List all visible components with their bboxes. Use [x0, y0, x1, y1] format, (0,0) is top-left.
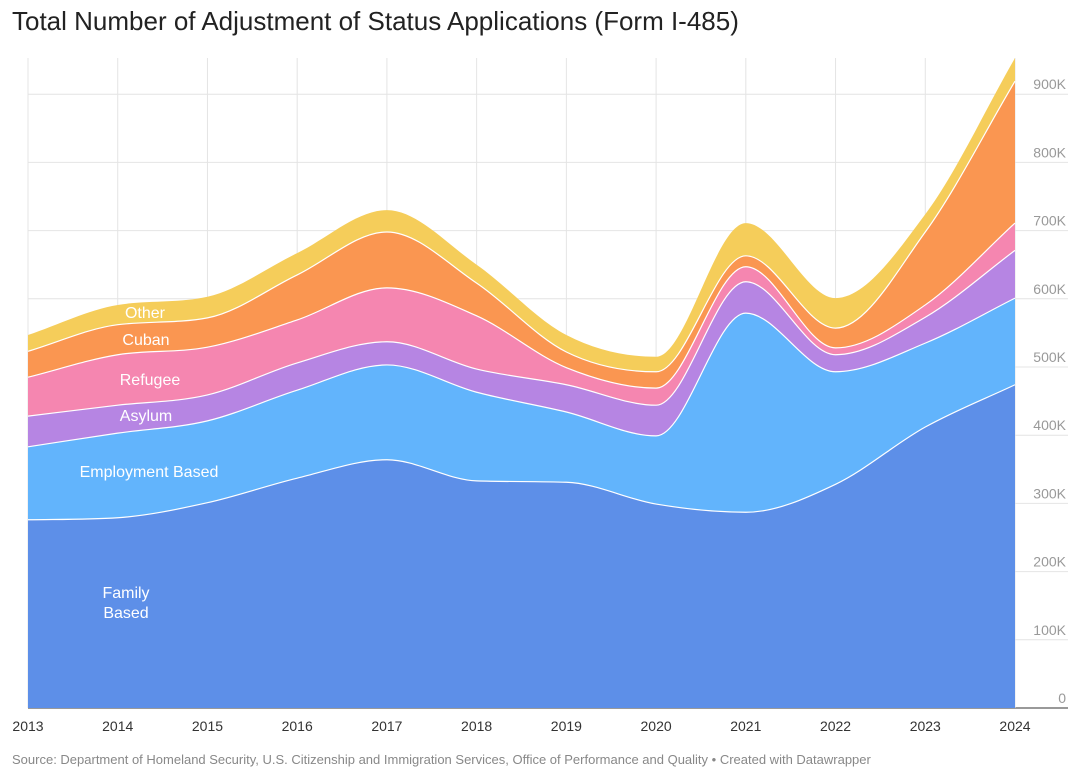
- x-tick-label: 2019: [551, 718, 582, 734]
- y-tick-label: 800K: [1033, 144, 1066, 160]
- series-boundary-line: [27, 297, 1016, 448]
- x-tick-label: 2023: [910, 718, 941, 734]
- area-cuban: [28, 81, 1015, 389]
- series-boundary-line: [27, 384, 1016, 521]
- series-boundary-line: [27, 222, 1016, 389]
- x-tick-label: 2014: [102, 718, 133, 734]
- series-label-line: Cuban: [122, 332, 169, 349]
- y-tick-label: 0: [1058, 690, 1066, 706]
- series-labels: Family Based Employment Based Asylum Refugee…: [80, 305, 219, 622]
- series-label-line: Based: [103, 605, 148, 622]
- y-tick-label: 100K: [1033, 622, 1066, 638]
- series-label-line: Other: [125, 305, 166, 322]
- y-tick-label: 400K: [1033, 417, 1066, 433]
- series-label-asylum: Asylum: [120, 408, 172, 425]
- y-tick-label: 300K: [1033, 485, 1066, 501]
- area-employment-based: [28, 298, 1015, 520]
- y-tick-label: 600K: [1033, 281, 1066, 297]
- y-tick-label: 900K: [1033, 76, 1066, 92]
- y-axis: 0 100K 200K 300K 400K 500K 600K 700K 800K 900K: [1033, 76, 1066, 706]
- x-tick-label: 2015: [192, 718, 223, 734]
- x-tick-label: 2021: [730, 718, 761, 734]
- x-tick-label: 2016: [282, 718, 313, 734]
- x-tick-label: 2020: [641, 718, 672, 734]
- y-tick-label: 700K: [1033, 213, 1066, 229]
- x-tick-label: 2017: [371, 718, 402, 734]
- y-tick-label: 500K: [1033, 349, 1066, 365]
- series-label-line: Employment Based: [80, 464, 219, 481]
- series-label-line: Family: [102, 585, 149, 602]
- series-label-refugee: Refugee: [120, 372, 181, 389]
- areas: [27, 58, 1016, 708]
- source-note: Source: Department of Homeland Security,…: [12, 752, 871, 767]
- series-label-cuban: Cuban: [122, 332, 169, 349]
- series-label-employment-based: Employment Based: [80, 464, 219, 481]
- series-label-other: Other: [125, 305, 166, 322]
- series-label-family-based: Family Based: [102, 585, 149, 622]
- series-boundary-line: [27, 80, 1016, 373]
- x-tick-label: 2022: [820, 718, 851, 734]
- series-label-line: Refugee: [120, 372, 181, 389]
- x-tick-label: 2024: [999, 718, 1030, 734]
- area-family-based: [28, 384, 1015, 708]
- x-axis: 2013 2014 2015 2016 2017 2018 2019 2020 2021 2022…: [12, 718, 1030, 734]
- series-label-line: Asylum: [120, 408, 172, 425]
- x-tick-label: 2013: [12, 718, 43, 734]
- area-other: [28, 58, 1015, 372]
- y-tick-label: 200K: [1033, 554, 1066, 570]
- area-refugee: [28, 223, 1015, 417]
- chart-title: Total Number of Adjustment of Status App…: [12, 6, 739, 36]
- x-tick-label: 2018: [461, 718, 492, 734]
- series-boundary-line: [27, 249, 1016, 417]
